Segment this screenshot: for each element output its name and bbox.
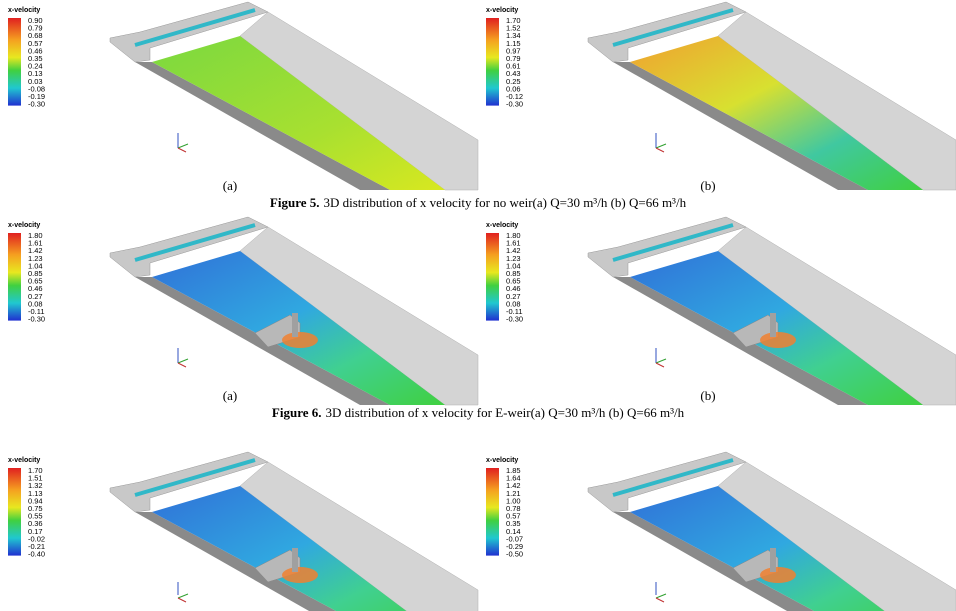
legend-tick: -0.30 <box>28 100 45 109</box>
legend-bar <box>8 18 21 106</box>
legend-title: x-velocity <box>8 7 40 14</box>
weir-post <box>292 548 298 572</box>
panel-label: (a) <box>223 388 237 403</box>
figure-caption: Figure 6. 3D distribution of x velocity f… <box>272 405 685 420</box>
legend-bar <box>486 468 499 556</box>
panel: x-velocity1.701.521.341.150.970.790.610.… <box>486 2 956 193</box>
legend-bar <box>8 233 21 321</box>
legend-title: x-velocity <box>8 457 40 464</box>
legend-tick: -0.30 <box>28 315 45 324</box>
weir-flow <box>282 567 318 583</box>
caption-number: Figure 5. <box>270 195 320 210</box>
panel: x-velocity1.701.511.321.130.940.750.550.… <box>8 452 478 611</box>
axis-y <box>178 598 186 602</box>
axis-x <box>656 359 666 363</box>
axis-y <box>656 598 664 602</box>
legend-title: x-velocity <box>486 7 518 14</box>
figure-caption: Figure 5. 3D distribution of x velocity f… <box>270 195 687 210</box>
legend-bar <box>486 233 499 321</box>
legend-bar <box>8 468 21 556</box>
axis-x <box>656 594 666 598</box>
axis-y <box>656 148 664 152</box>
caption-text: 3D distribution of x velocity for no wei… <box>324 195 687 210</box>
weir-flow <box>282 332 318 348</box>
legend-title: x-velocity <box>8 222 40 229</box>
figure-page: x-velocity0.900.790.680.570.460.350.240.… <box>0 0 956 611</box>
panel-label: (a) <box>223 178 237 193</box>
axis-x <box>178 359 188 363</box>
legend-bar <box>486 18 499 106</box>
weir-flow <box>760 567 796 583</box>
weir-flow <box>760 332 796 348</box>
axis-y <box>178 148 186 152</box>
weir-post <box>770 313 776 337</box>
axis-x <box>178 144 188 148</box>
panel: x-velocity0.900.790.680.570.460.350.240.… <box>8 2 478 193</box>
page: x-velocity0.900.790.680.570.460.350.240.… <box>0 0 956 611</box>
legend-tick: -0.30 <box>506 100 523 109</box>
legend-tick: -0.30 <box>506 315 523 324</box>
axis-x <box>178 594 188 598</box>
caption-text: 3D distribution of x velocity for E-weir… <box>326 405 685 420</box>
legend-tick: -0.50 <box>506 550 523 559</box>
panel: x-velocity1.851.641.421.211.000.780.570.… <box>486 452 956 611</box>
axis-x <box>656 144 666 148</box>
panel-label: (b) <box>700 178 715 193</box>
legend-title: x-velocity <box>486 222 518 229</box>
weir-post <box>770 548 776 572</box>
legend-tick: -0.40 <box>28 550 45 559</box>
caption-number: Figure 6. <box>272 405 322 420</box>
axis-y <box>178 363 186 367</box>
panel-label: (b) <box>700 388 715 403</box>
panel: x-velocity1.801.611.421.231.040.850.650.… <box>8 217 478 405</box>
legend-title: x-velocity <box>486 457 518 464</box>
panel: x-velocity1.801.611.421.231.040.850.650.… <box>486 217 956 405</box>
weir-post <box>292 313 298 337</box>
axis-y <box>656 363 664 367</box>
